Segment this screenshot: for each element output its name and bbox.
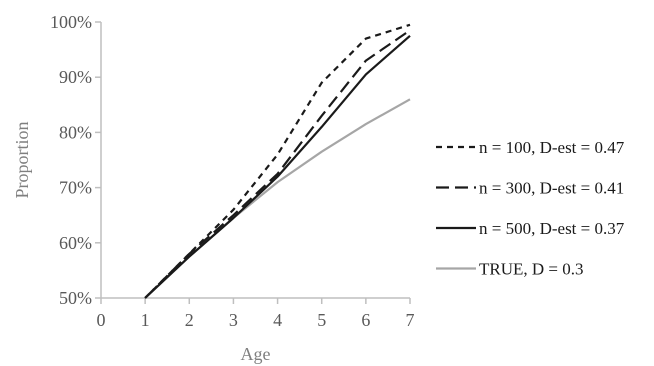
series-line xyxy=(144,34,411,299)
y-tick-label: 100% xyxy=(50,12,92,32)
x-tick-label: 2 xyxy=(185,310,194,330)
y-tick-label: 50% xyxy=(59,288,92,308)
legend-label: n = 100, D-est = 0.47 xyxy=(479,138,625,157)
x-tick-label: 5 xyxy=(317,310,326,330)
legend-label: TRUE, D = 0.3 xyxy=(479,260,584,279)
x-tick-label: 0 xyxy=(97,310,106,330)
axes: 50% 60% 70% 80% 90% 100% 0 1 2 3 4 5 6 7 xyxy=(50,12,415,330)
series-line xyxy=(144,29,411,299)
x-tick-label: 4 xyxy=(273,310,282,330)
y-tick-label: 60% xyxy=(59,233,92,253)
plot-lines xyxy=(144,23,411,299)
x-tick-label: 3 xyxy=(229,310,238,330)
series-line xyxy=(144,98,411,299)
y-tick-label: 80% xyxy=(59,122,92,142)
y-tick-label: 90% xyxy=(59,67,92,87)
legend: n = 100, D-est = 0.47 n = 300, D-est = 0.… xyxy=(436,138,625,279)
series-line xyxy=(144,23,411,299)
x-tick-label: 1 xyxy=(141,310,150,330)
x-tick-label: 7 xyxy=(406,310,415,330)
x-tick-label: 6 xyxy=(361,310,370,330)
y-tick-label: 70% xyxy=(59,178,92,198)
x-axis-title: Age xyxy=(241,344,271,364)
legend-label: n = 300, D-est = 0.41 xyxy=(479,179,624,198)
legend-label: n = 500, D-est = 0.37 xyxy=(479,219,625,238)
y-axis-title: Proportion xyxy=(12,121,32,198)
